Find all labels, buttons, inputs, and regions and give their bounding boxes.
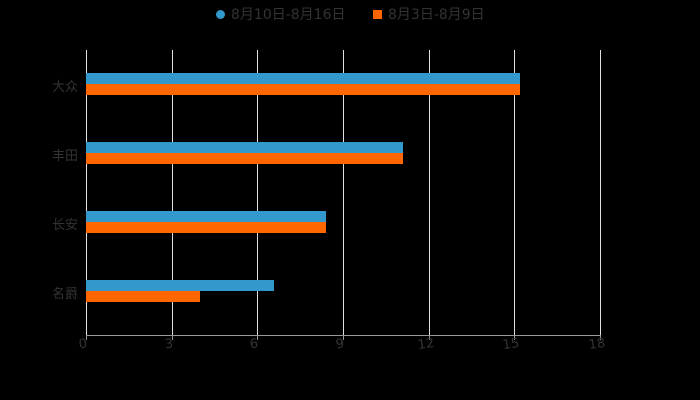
category-label: 长安 [51,218,78,233]
gridline [429,50,430,336]
bar-series1[interactable] [86,142,403,153]
bar-series2[interactable] [86,84,520,95]
bar-series2[interactable] [86,153,403,164]
x-tick [257,335,258,340]
bar-series2[interactable] [86,222,326,233]
gridline [257,50,258,336]
category-label: 名爵 [51,287,78,302]
x-tick [343,335,344,340]
x-tick-label: 3 [163,336,175,353]
x-tick-label: 12 [416,335,436,354]
x-tick [86,335,87,340]
x-tick-label: 15 [501,335,521,354]
category-label: 丰田 [51,149,78,164]
x-tick-label: 0 [77,336,89,353]
x-tick [429,335,430,340]
gridline [514,50,515,336]
gridline [600,50,601,336]
legend-label: 8月10日-8月16日 [231,7,346,23]
legend-item-series1[interactable]: 8月10日-8月16日 [216,4,346,24]
legend-marker-square-icon [373,9,382,19]
gridline [343,50,344,336]
legend-item-series2[interactable]: 8月3日-8月9日 [373,4,485,24]
bar-series1[interactable] [86,280,274,291]
x-tick-label: 18 [587,335,607,354]
gridline [172,50,173,336]
legend-label: 8月3日-8月9日 [388,7,485,23]
x-tick-label: 9 [334,336,346,353]
chart-legend: 8月10日-8月16日 8月3日-8月9日 [0,4,700,24]
x-tick [514,335,515,340]
category-label: 大众 [51,80,78,95]
gridline [86,50,87,336]
x-tick [600,335,601,340]
legend-marker-circle-icon [216,9,225,19]
bar-series2[interactable] [86,291,200,302]
bar-series1[interactable] [86,211,326,222]
bar-series1[interactable] [86,73,520,84]
x-tick-label: 6 [248,336,260,353]
x-tick [172,335,173,340]
